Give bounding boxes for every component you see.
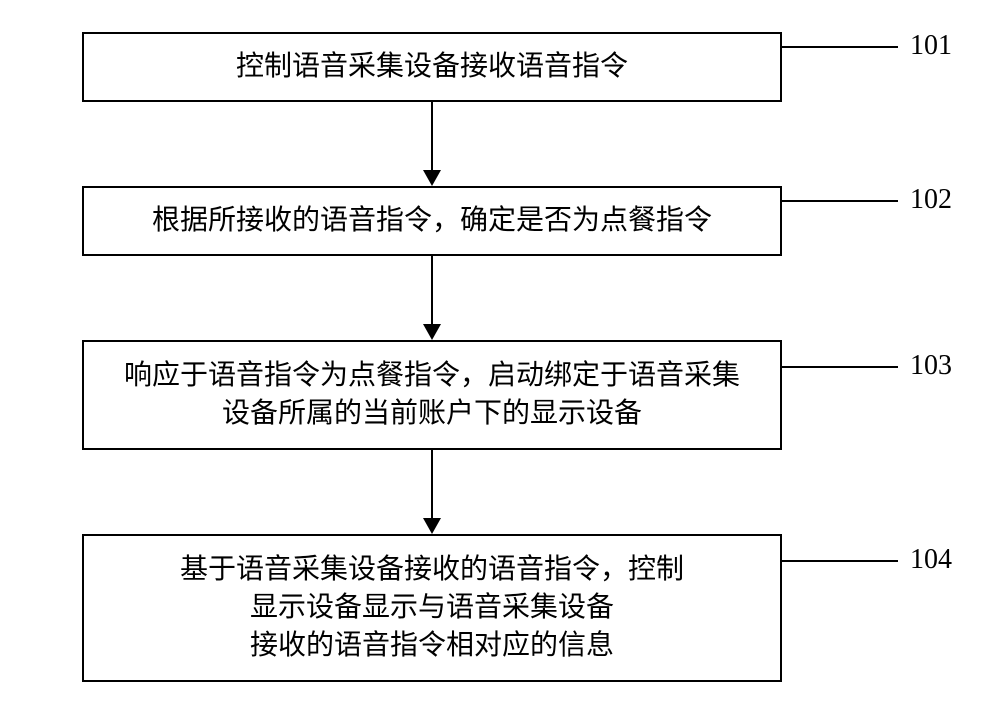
flow-node-text: 响应于语音指令为点餐指令，启动绑定于语音采集 设备所属的当前账户下的显示设备: [124, 357, 740, 433]
flow-node-text: 基于语音采集设备接收的语音指令，控制 显示设备显示与语音采集设备 接收的语音指令…: [180, 551, 684, 664]
node-label: 103: [910, 350, 952, 382]
arrow-line: [431, 450, 433, 518]
node-label: 104: [910, 544, 952, 576]
flow-node-n1: 控制语音采集设备接收语音指令: [82, 32, 782, 102]
flow-node-text: 控制语音采集设备接收语音指令: [236, 48, 628, 86]
arrow-line: [431, 256, 433, 324]
node-label: 102: [910, 184, 952, 216]
flow-node-text: 根据所接收的语音指令，确定是否为点餐指令: [152, 202, 712, 240]
flow-node-n3: 响应于语音指令为点餐指令，启动绑定于语音采集 设备所属的当前账户下的显示设备: [82, 340, 782, 450]
arrow-line: [431, 102, 433, 170]
arrow-head-icon: [423, 324, 441, 340]
node-label: 101: [910, 30, 952, 62]
leader-line: [782, 200, 898, 202]
leader-line: [782, 560, 898, 562]
flow-node-n4: 基于语音采集设备接收的语音指令，控制 显示设备显示与语音采集设备 接收的语音指令…: [82, 534, 782, 682]
flow-node-n2: 根据所接收的语音指令，确定是否为点餐指令: [82, 186, 782, 256]
leader-line: [782, 46, 898, 48]
arrow-head-icon: [423, 170, 441, 186]
leader-line: [782, 366, 898, 368]
arrow-head-icon: [423, 518, 441, 534]
